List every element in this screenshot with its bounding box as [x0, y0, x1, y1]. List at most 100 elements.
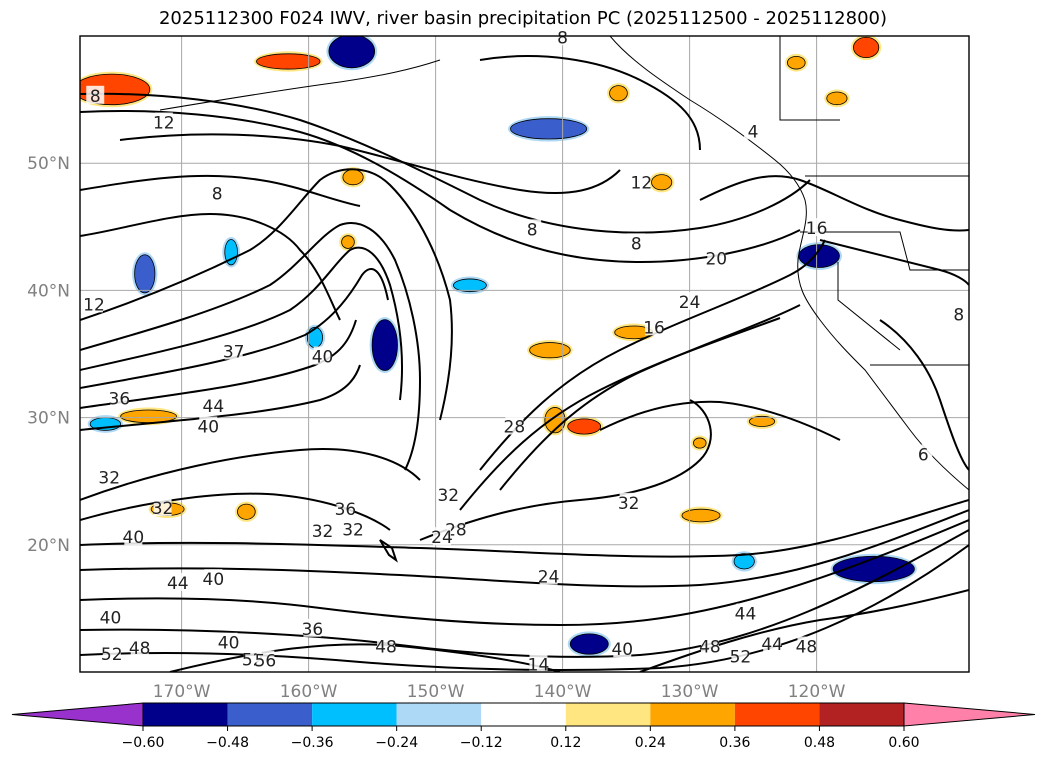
contour-label: 4 — [748, 122, 759, 142]
contour-line — [80, 519, 969, 627]
contour-label-mask — [632, 172, 651, 191]
contour-line — [80, 168, 453, 421]
precip-patch — [452, 278, 487, 293]
contour-line — [599, 400, 841, 441]
north-america-coast — [609, 36, 969, 491]
contour-label-mask — [84, 294, 103, 313]
contour-line — [80, 222, 422, 471]
contour-label-mask — [168, 572, 187, 591]
contour-label-mask — [736, 603, 755, 622]
contour-label: 32 — [98, 468, 120, 488]
contour-label-mask — [303, 618, 322, 637]
contour-label: 8 — [90, 87, 101, 107]
colorbar — [11, 702, 1036, 727]
contour-line — [80, 448, 421, 501]
alaska-canada-border — [779, 36, 840, 121]
contour-label-mask — [153, 497, 172, 516]
contour-label-mask — [807, 218, 826, 237]
longitude-tick-label: 160°W — [280, 682, 338, 702]
contour-label: 37 — [223, 342, 245, 362]
precip-patch — [237, 503, 256, 520]
contour-label-mask — [199, 416, 218, 435]
precip-patch — [342, 169, 364, 186]
precip-patch — [256, 53, 321, 70]
contour-line — [80, 246, 403, 401]
precip-patch — [306, 326, 323, 349]
latitude-tick-label: 40°N — [27, 281, 70, 301]
contour-line — [80, 92, 811, 234]
contour-line — [80, 529, 969, 658]
contour-label: 36 — [335, 500, 357, 520]
map-frame — [79, 35, 970, 673]
contour-label: 44 — [761, 635, 783, 655]
colorbar-segment — [312, 703, 397, 726]
colorbar-tick-label: −0.36 — [291, 735, 334, 751]
contour-label-mask — [744, 121, 763, 140]
precip-patch — [529, 342, 571, 359]
contour-label: 32 — [152, 499, 174, 519]
colorbar-extend-min — [11, 702, 144, 727]
contour-label-mask — [439, 485, 458, 504]
contour-line — [80, 364, 361, 431]
precip-patch — [826, 91, 848, 106]
contour-label-mask — [313, 346, 332, 365]
contour-label: 28 — [504, 418, 526, 438]
precip-patch — [609, 85, 628, 102]
contour-label-mask — [505, 416, 524, 435]
longitude-tick-label: 170°W — [153, 682, 211, 702]
colorbar-tick-label: 0.24 — [635, 735, 666, 751]
contour-label-mask — [100, 467, 119, 486]
precip-patch — [693, 437, 707, 449]
contour-label: 8 — [953, 306, 964, 326]
contour-label: 6 — [918, 445, 929, 465]
contour-label-mask — [101, 607, 120, 626]
longitude-labels: 170°W 160°W 150°W 140°W 130°W 120°W — [153, 682, 846, 702]
colorbar-tick-label: −0.24 — [375, 735, 418, 751]
precip-patch — [651, 174, 673, 191]
precip-patch — [371, 319, 398, 371]
precip-patch — [733, 553, 755, 570]
state-border-california — [837, 262, 901, 351]
contour-label: 48 — [129, 639, 151, 659]
alaska-peninsula-coast — [159, 59, 441, 111]
contour-label: 32 — [437, 486, 459, 506]
contour-label: 36 — [109, 390, 131, 410]
contour-label-mask — [523, 219, 542, 238]
contour-label-mask — [914, 444, 933, 463]
hawaii-islands — [379, 539, 398, 563]
contour-label: 40 — [100, 608, 122, 628]
contour-label: 12 — [153, 113, 175, 133]
precip-patch — [798, 244, 840, 268]
colorbar-segment — [143, 703, 228, 726]
precip-patch — [134, 254, 156, 294]
contour-line — [479, 55, 701, 151]
contour-label-mask — [627, 233, 646, 252]
contour-label: 40 — [218, 634, 240, 654]
contour-label-mask — [154, 112, 173, 131]
precip-patch — [567, 418, 602, 435]
contour-label: 48 — [699, 638, 721, 658]
precip-patch — [748, 415, 776, 427]
contour-line — [80, 319, 357, 409]
contour-label-mask — [680, 291, 699, 310]
colorbar-tick-labels: −0.60 −0.48 −0.36 −0.24 −0.12 0.12 0.24 0.36 0.4… — [122, 726, 920, 751]
contour-label-mask — [613, 639, 632, 658]
contour-line — [80, 544, 969, 671]
contour-label-mask — [377, 636, 396, 655]
contour-label: 16 — [806, 219, 828, 239]
contour-label-mask — [86, 85, 105, 104]
contour-label-mask — [949, 304, 968, 323]
contour-line — [80, 110, 801, 264]
contour-label: 32 — [342, 521, 364, 541]
contour-line — [459, 317, 781, 511]
contour-label: 16 — [643, 318, 665, 338]
chart-title: 2025112300 F024 IWV, river basin precipi… — [159, 8, 887, 29]
colorbar-tick-label: −0.48 — [206, 735, 249, 751]
contour-label: 14 — [528, 655, 550, 675]
contour-label: 8 — [631, 234, 642, 254]
contour-line — [479, 239, 826, 471]
contour-line — [699, 175, 969, 232]
contour-label-mask — [707, 248, 726, 267]
